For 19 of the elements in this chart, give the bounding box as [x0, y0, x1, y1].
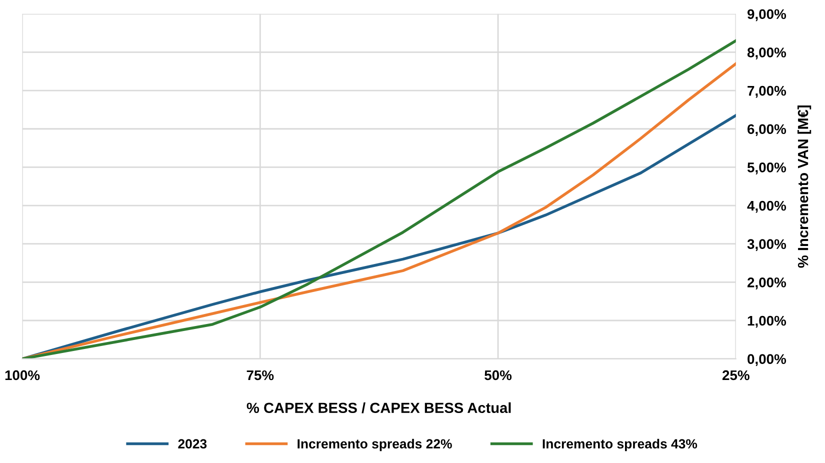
y-tick-label: 1,00% [748, 316, 786, 328]
y-axis-title: % Incremento VAN [M€] [798, 105, 812, 268]
y-tick-label: 2,00% [747, 278, 786, 290]
x-tick-label: 100% [5, 370, 40, 380]
y-tick-label: 9,00% [747, 9, 786, 22]
x-axis-title: % CAPEX BESS / CAPEX BESS Actual [246, 402, 511, 414]
y-tick-label: 0,00% [748, 354, 786, 366]
y-tick-label: 5,00% [747, 162, 786, 174]
y-tick-label: 4,00% [747, 200, 786, 213]
x-tick-label: 50% [484, 370, 512, 380]
legend-label: Incremento spreads 22% [298, 438, 452, 452]
y-tick-label: 8,00% [747, 48, 786, 60]
legend-label: 2023 [178, 439, 207, 449]
x-tick-label: 25% [722, 370, 750, 380]
y-tick-label: 6,00% [748, 124, 786, 136]
y-tick-label: 7,00% [748, 86, 786, 98]
legend-label: Incremento spreads 43% [542, 438, 698, 452]
x-tick-label: 75% [246, 370, 274, 380]
y-tick-label: 3,00% [747, 239, 786, 252]
